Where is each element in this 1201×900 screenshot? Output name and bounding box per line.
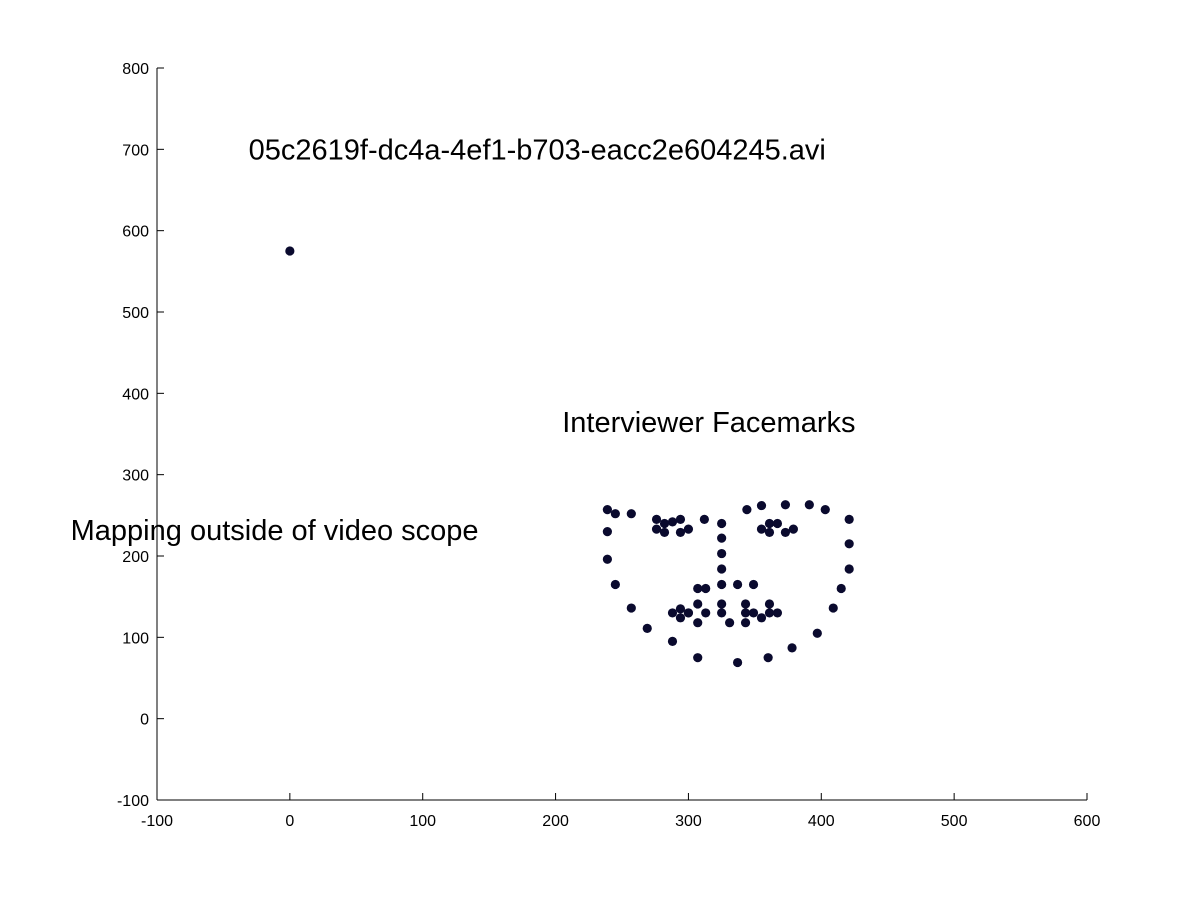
y-tick-label: -100 bbox=[117, 793, 149, 810]
x-tick-label: 0 bbox=[285, 813, 294, 830]
facemark-point bbox=[700, 515, 709, 524]
facemark-point bbox=[765, 528, 774, 537]
facemark-point bbox=[684, 525, 693, 534]
annotation-text: Mapping outside of video scope bbox=[71, 515, 479, 547]
facemark-point bbox=[717, 608, 726, 617]
facemark-point bbox=[837, 584, 846, 593]
x-tick-label: -100 bbox=[141, 813, 173, 830]
x-tick-label: 100 bbox=[409, 813, 436, 830]
data-points bbox=[285, 246, 854, 667]
facemark-point bbox=[668, 517, 677, 526]
facemark-point bbox=[787, 643, 796, 652]
y-tick-label: 500 bbox=[122, 305, 149, 322]
facemark-point bbox=[652, 515, 661, 524]
facemark-point bbox=[693, 599, 702, 608]
facemark-point bbox=[733, 658, 742, 667]
facemark-point bbox=[684, 608, 693, 617]
facemark-point bbox=[765, 519, 774, 528]
facemark-point bbox=[733, 580, 742, 589]
facemark-point bbox=[764, 653, 773, 662]
facemark-point bbox=[773, 519, 782, 528]
y-tick-label: 300 bbox=[122, 468, 149, 485]
annotations: 05c2619f-dc4a-4ef1-b703-eacc2e604245.avi… bbox=[71, 134, 856, 547]
facemark-point bbox=[781, 528, 790, 537]
facemark-point bbox=[717, 519, 726, 528]
facemark-point bbox=[668, 608, 677, 617]
x-tick-label: 600 bbox=[1074, 813, 1101, 830]
annotation-text: Interviewer Facemarks bbox=[562, 407, 855, 439]
facemark-point bbox=[611, 509, 620, 518]
y-tick-label: 800 bbox=[122, 61, 149, 78]
tick-labels: -100 0 100 200 300 400 500 600 -100 0 100 200 300 400… bbox=[117, 61, 1100, 830]
facemark-point bbox=[829, 603, 838, 612]
facemark-point bbox=[627, 509, 636, 518]
facemark-point bbox=[717, 534, 726, 543]
facemark-point bbox=[845, 564, 854, 573]
facemark-point bbox=[717, 564, 726, 573]
facemark-point bbox=[643, 624, 652, 633]
facemark-point bbox=[693, 584, 702, 593]
facemark-point bbox=[693, 618, 702, 627]
facemark-point bbox=[749, 580, 758, 589]
facemark-point bbox=[821, 505, 830, 514]
facemark-point bbox=[845, 539, 854, 548]
facemark-point bbox=[725, 618, 734, 627]
facemark-point bbox=[717, 599, 726, 608]
facemark-point bbox=[660, 519, 669, 528]
facemark-point bbox=[773, 608, 782, 617]
facemark-point bbox=[757, 613, 766, 622]
facemark-point bbox=[603, 527, 612, 536]
facemark-point bbox=[611, 580, 620, 589]
y-tick-label: 700 bbox=[122, 142, 149, 159]
y-tick-label: 0 bbox=[140, 712, 149, 729]
facemark-point bbox=[741, 599, 750, 608]
y-tick-label: 100 bbox=[122, 630, 149, 647]
facemark-point bbox=[813, 629, 822, 638]
facemark-point bbox=[741, 608, 750, 617]
facemark-point bbox=[676, 604, 685, 613]
outlier-point bbox=[285, 246, 294, 255]
facemark-point bbox=[805, 500, 814, 509]
facemark-point bbox=[603, 505, 612, 514]
facemark-point bbox=[845, 515, 854, 524]
facemark-point bbox=[757, 501, 766, 510]
facemark-point bbox=[676, 528, 685, 537]
facemark-point bbox=[701, 608, 710, 617]
facemark-point bbox=[701, 584, 710, 593]
facemark-point bbox=[757, 525, 766, 534]
y-tick-label: 600 bbox=[122, 224, 149, 241]
x-tick-label: 500 bbox=[941, 813, 968, 830]
facemark-point bbox=[668, 637, 677, 646]
facemark-point bbox=[781, 500, 790, 509]
facemark-point bbox=[627, 603, 636, 612]
x-tick-label: 200 bbox=[542, 813, 569, 830]
facemark-point bbox=[741, 618, 750, 627]
y-tick-label: 200 bbox=[122, 549, 149, 566]
facemark-point bbox=[742, 505, 751, 514]
x-tick-label: 400 bbox=[808, 813, 835, 830]
facemark-point bbox=[660, 528, 669, 537]
facemark-point bbox=[652, 525, 661, 534]
y-tick-label: 400 bbox=[122, 386, 149, 403]
facemark-point bbox=[749, 608, 758, 617]
facemark-point bbox=[789, 525, 798, 534]
facemark-point bbox=[717, 549, 726, 558]
facemark-point bbox=[693, 653, 702, 662]
facemark-point bbox=[765, 608, 774, 617]
x-tick-label: 300 bbox=[675, 813, 702, 830]
facemark-point bbox=[765, 599, 774, 608]
facemark-point bbox=[603, 555, 612, 564]
facemark-point bbox=[717, 580, 726, 589]
annotation-text: 05c2619f-dc4a-4ef1-b703-eacc2e604245.avi bbox=[249, 134, 826, 166]
facemark-point bbox=[676, 515, 685, 524]
facemark-point bbox=[676, 613, 685, 622]
